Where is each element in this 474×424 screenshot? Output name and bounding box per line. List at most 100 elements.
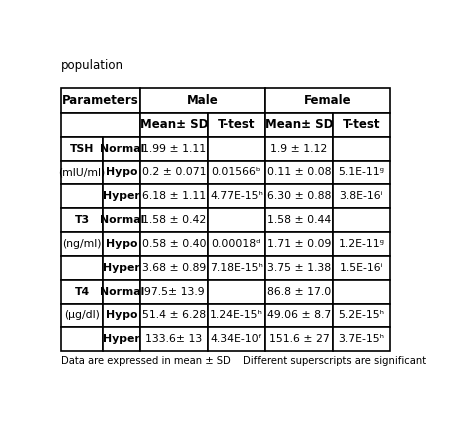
Bar: [61, 184, 103, 208]
Text: (μg/dl): (μg/dl): [64, 310, 100, 321]
Bar: [265, 113, 333, 137]
Bar: [265, 161, 333, 184]
Bar: [103, 161, 140, 184]
Text: 4.77E-15ʰ: 4.77E-15ʰ: [210, 191, 263, 201]
Text: (mlU/ml): (mlU/ml): [59, 167, 106, 178]
Text: Mean± SD: Mean± SD: [265, 118, 333, 131]
Text: T-test: T-test: [218, 118, 255, 131]
Bar: [333, 327, 390, 351]
Text: 3.8E-16ⁱ: 3.8E-16ⁱ: [339, 191, 383, 201]
Text: Hyper: Hyper: [103, 335, 140, 344]
Text: T3: T3: [74, 215, 90, 225]
Bar: [140, 137, 208, 161]
Text: TSH: TSH: [70, 144, 94, 153]
Text: T4: T4: [74, 287, 90, 297]
Bar: [208, 113, 265, 137]
Text: 3.75 ± 1.38: 3.75 ± 1.38: [267, 263, 331, 273]
Bar: [61, 327, 103, 351]
Bar: [140, 256, 208, 280]
Bar: [61, 137, 103, 161]
Bar: [265, 184, 333, 208]
Text: Hyper: Hyper: [103, 191, 140, 201]
Bar: [265, 304, 333, 327]
Bar: [140, 113, 208, 137]
Bar: [333, 304, 390, 327]
Text: 1.5E-16ⁱ: 1.5E-16ⁱ: [339, 263, 383, 273]
Bar: [333, 184, 390, 208]
Text: 1.58 ± 0.42: 1.58 ± 0.42: [142, 215, 206, 225]
Bar: [103, 280, 140, 304]
Bar: [103, 304, 140, 327]
Bar: [103, 137, 140, 161]
Text: Parameters: Parameters: [62, 94, 139, 107]
Bar: [333, 208, 390, 232]
Bar: [265, 280, 333, 304]
Text: 5.2E-15ʰ: 5.2E-15ʰ: [338, 310, 384, 321]
Text: Hypo: Hypo: [106, 310, 137, 321]
Text: 6.30 ± 0.88: 6.30 ± 0.88: [267, 191, 331, 201]
Text: 1.9 ± 1.12: 1.9 ± 1.12: [270, 144, 328, 153]
Bar: [103, 256, 140, 280]
Bar: [140, 327, 208, 351]
Bar: [61, 113, 140, 137]
Bar: [140, 89, 265, 113]
Bar: [265, 208, 333, 232]
Bar: [140, 280, 208, 304]
Bar: [140, 161, 208, 184]
Text: 7.18E-15ʰ: 7.18E-15ʰ: [210, 263, 263, 273]
Text: Different superscripts are significant: Different superscripts are significant: [243, 356, 426, 366]
Text: Male: Male: [187, 94, 219, 107]
Bar: [208, 280, 265, 304]
Text: 51.4 ± 6.28: 51.4 ± 6.28: [142, 310, 206, 321]
Text: 1.99 ± 1.11: 1.99 ± 1.11: [142, 144, 206, 153]
Bar: [265, 89, 390, 113]
Bar: [61, 232, 103, 256]
Bar: [333, 280, 390, 304]
Text: 6.18 ± 1.11: 6.18 ± 1.11: [142, 191, 206, 201]
Text: 86.8 ± 17.0: 86.8 ± 17.0: [267, 287, 331, 297]
Text: Normal: Normal: [100, 287, 144, 297]
Bar: [333, 137, 390, 161]
Text: (ng/ml): (ng/ml): [63, 239, 102, 249]
Text: 1.2E-11ᵍ: 1.2E-11ᵍ: [338, 239, 384, 249]
Bar: [61, 280, 103, 304]
Text: Normal: Normal: [100, 144, 144, 153]
Bar: [208, 256, 265, 280]
Text: Hyper: Hyper: [103, 263, 140, 273]
Text: T-test: T-test: [343, 118, 380, 131]
Text: 0.58 ± 0.40: 0.58 ± 0.40: [142, 239, 206, 249]
Bar: [140, 304, 208, 327]
Text: 1.58 ± 0.44: 1.58 ± 0.44: [267, 215, 331, 225]
Text: Hypo: Hypo: [106, 239, 137, 249]
Bar: [103, 327, 140, 351]
Text: 151.6 ± 27: 151.6 ± 27: [269, 335, 329, 344]
Text: Data are expressed in mean ± SD: Data are expressed in mean ± SD: [61, 356, 231, 366]
Text: 0.11 ± 0.08: 0.11 ± 0.08: [267, 167, 331, 178]
Bar: [140, 184, 208, 208]
Bar: [333, 113, 390, 137]
Text: 1.24E-15ʰ: 1.24E-15ʰ: [210, 310, 263, 321]
Text: 97.5± 13.9: 97.5± 13.9: [144, 287, 204, 297]
Bar: [265, 256, 333, 280]
Bar: [61, 208, 103, 232]
Bar: [140, 208, 208, 232]
Bar: [265, 327, 333, 351]
Text: Hypo: Hypo: [106, 167, 137, 178]
Bar: [265, 137, 333, 161]
Text: Mean± SD: Mean± SD: [140, 118, 208, 131]
Bar: [208, 184, 265, 208]
Bar: [103, 232, 140, 256]
Text: 0.2 ± 0.071: 0.2 ± 0.071: [142, 167, 206, 178]
Text: 133.6± 13: 133.6± 13: [146, 335, 203, 344]
Bar: [103, 208, 140, 232]
Bar: [61, 304, 103, 327]
Bar: [140, 232, 208, 256]
Bar: [208, 232, 265, 256]
Bar: [265, 232, 333, 256]
Text: Female: Female: [304, 94, 351, 107]
Bar: [333, 232, 390, 256]
Text: Normal: Normal: [100, 215, 144, 225]
Bar: [333, 256, 390, 280]
Text: population: population: [61, 59, 124, 72]
Text: 49.06 ± 8.7: 49.06 ± 8.7: [267, 310, 331, 321]
